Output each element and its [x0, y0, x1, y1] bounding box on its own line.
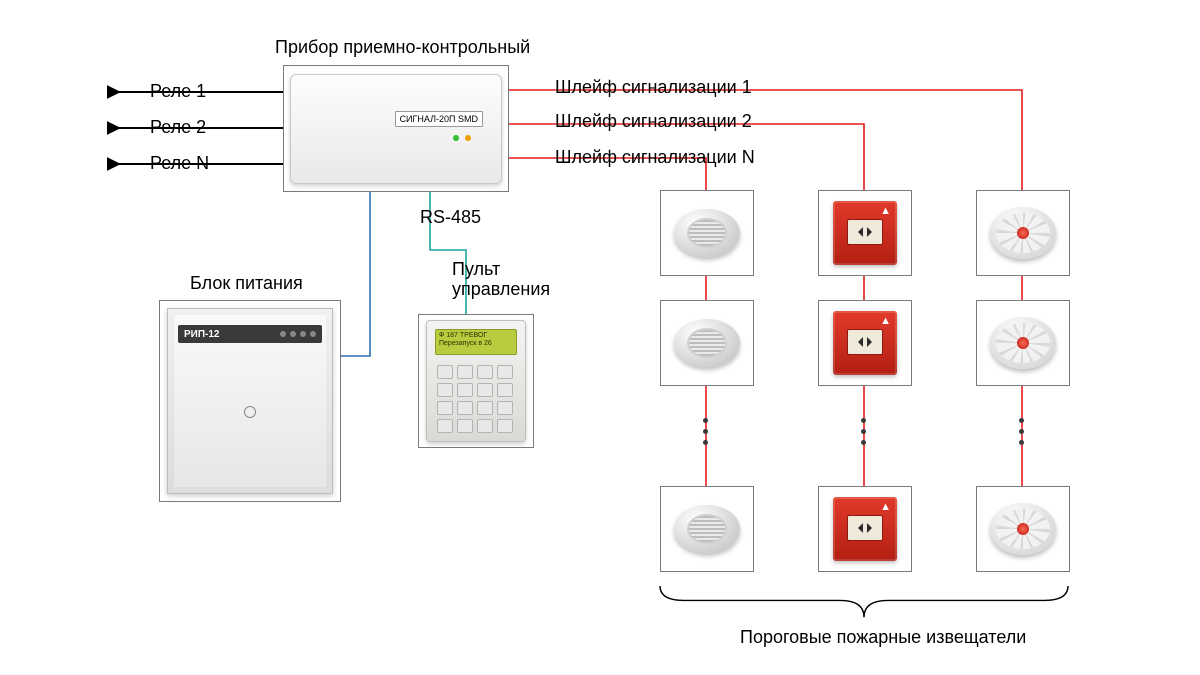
keypad-row-3 [437, 401, 513, 415]
detector-box [660, 300, 754, 386]
vertical-ellipsis-icon [1019, 418, 1024, 445]
keypad-lcd: Ф 187 ТРЕВОГ Перезапуск в 26 [435, 329, 517, 355]
keypad-device: Ф 187 ТРЕВОГ Перезапуск в 26 [426, 320, 526, 442]
keypad-lcd-line1: Ф 187 ТРЕВОГ [439, 332, 513, 340]
label-loop-n: Шлейф сигнализации N [555, 148, 755, 168]
label-relay-2: Реле 2 [150, 118, 206, 138]
panel-leds [453, 135, 471, 141]
psu-device: РИП-12 [167, 308, 333, 494]
label-psu-title: Блок питания [190, 274, 303, 294]
label-bottom-caption: Пороговые пожарные извещатели [740, 628, 1026, 648]
detector-box: ▲ [818, 300, 912, 386]
label-keypad-title: Пульт управления [452, 260, 550, 300]
detector-box [976, 190, 1070, 276]
label-relay-n: Реле N [150, 154, 209, 174]
heat-detector-icon [990, 317, 1056, 369]
vertical-ellipsis-icon [861, 418, 866, 445]
panel-sticker: СИГНАЛ-20П SMD [395, 111, 483, 127]
psu-strip-text: РИП-12 [184, 329, 220, 340]
detector-box: ▲ [818, 486, 912, 572]
control-panel-device: СИГНАЛ-20П SMD [290, 74, 502, 184]
vertical-ellipsis-icon [703, 418, 708, 445]
psu-lock-icon [244, 406, 256, 418]
manual-call-point-icon: ▲ [833, 311, 897, 375]
manual-call-point-icon: ▲ [833, 201, 897, 265]
manual-call-point-icon: ▲ [833, 497, 897, 561]
diagram-canvas: { "canvas": { "width": 1200, "height": 6… [0, 0, 1200, 675]
label-control-panel-title: Прибор приемно-контрольный [275, 38, 530, 58]
keypad-row-2 [437, 383, 513, 397]
detector-box [660, 486, 754, 572]
label-loop-1: Шлейф сигнализации 1 [555, 78, 752, 98]
keypad-row-4 [437, 419, 513, 433]
keypad-row-1 [437, 365, 513, 379]
label-relay-1: Реле 1 [150, 82, 206, 102]
label-loop-2: Шлейф сигнализации 2 [555, 112, 752, 132]
detector-box: ▲ [818, 190, 912, 276]
psu-strip: РИП-12 [178, 325, 322, 343]
detector-box [976, 486, 1070, 572]
keypad-lcd-line2: Перезапуск в 26 [439, 340, 513, 348]
smoke-detector-icon [674, 505, 740, 553]
smoke-detector-icon [674, 319, 740, 367]
label-rs485: RS-485 [420, 208, 481, 228]
panel-led-1 [453, 135, 459, 141]
smoke-detector-icon [674, 209, 740, 257]
detector-box [976, 300, 1070, 386]
detector-box [660, 190, 754, 276]
heat-detector-icon [990, 207, 1056, 259]
panel-led-2 [465, 135, 471, 141]
heat-detector-icon [990, 503, 1056, 555]
